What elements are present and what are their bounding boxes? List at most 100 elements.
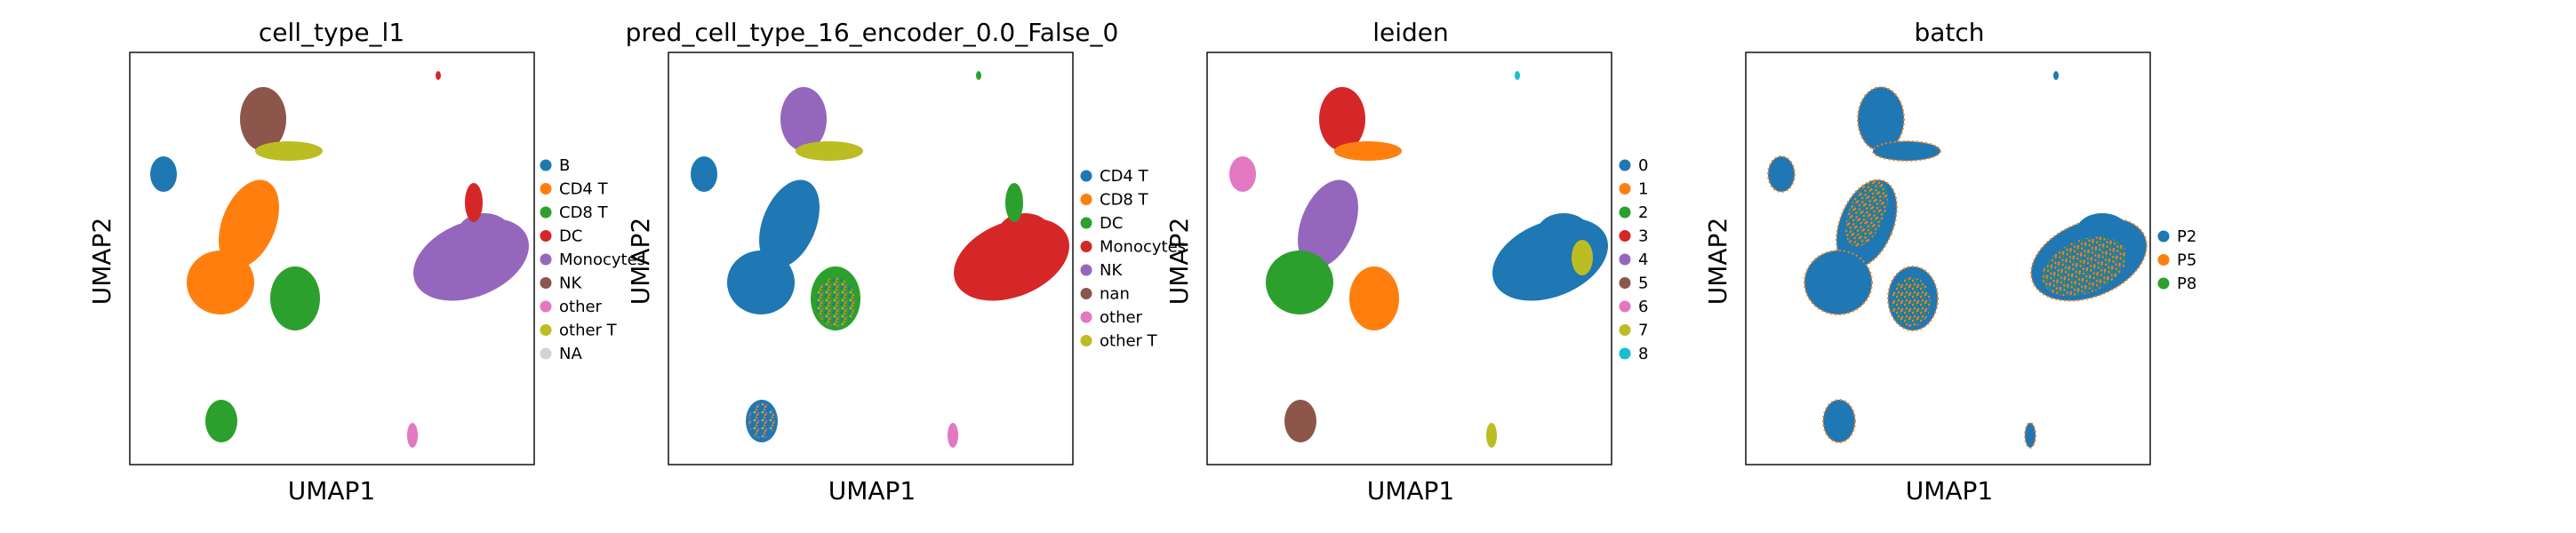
legend-label: 1 bbox=[1638, 180, 1648, 199]
panel-cell-type-l1: cell_type_l1 UMAP1 UMAP2 B CD4 T CD8 T DC Mo… bbox=[87, 18, 645, 505]
legend-label: other bbox=[559, 298, 603, 316]
legend-marker bbox=[1080, 288, 1092, 299]
legend-label: other T bbox=[1100, 332, 1158, 351]
legend-label: DC bbox=[1100, 214, 1123, 233]
panel-leiden: leiden UMAP1 UMAP2 0 1 2 3 4 5 6 7 8 bbox=[1164, 18, 1648, 505]
legend-marker bbox=[2157, 230, 2170, 243]
cluster-p2 bbox=[1872, 140, 1941, 162]
cluster-8 bbox=[1515, 71, 1520, 80]
legend-marker bbox=[1619, 230, 1631, 242]
plot-frame bbox=[1206, 52, 1612, 465]
legend-label: NK bbox=[1100, 261, 1123, 280]
legend-marker bbox=[1080, 264, 1092, 276]
legend-marker bbox=[540, 159, 552, 171]
cluster-6 bbox=[1229, 156, 1256, 192]
legend-label: other bbox=[1100, 308, 1143, 327]
legend-marker bbox=[540, 324, 552, 336]
cluster-2 bbox=[1266, 251, 1333, 314]
cluster-cd4-t bbox=[691, 156, 717, 192]
cluster-cd4-t bbox=[759, 179, 820, 268]
scatter-points bbox=[1229, 71, 1608, 448]
legend-label: CD4 T bbox=[559, 180, 609, 199]
cluster-p2 bbox=[2053, 71, 2059, 80]
panel-title: leiden bbox=[1372, 18, 1449, 47]
panel-title: pred_cell_type_16_encoder_0.0_False_0 bbox=[626, 18, 1119, 47]
cluster-dc bbox=[1005, 183, 1023, 222]
y-axis-label: UMAP2 bbox=[626, 218, 655, 306]
legend-marker bbox=[1080, 241, 1092, 252]
legend-label: 0 bbox=[1638, 156, 1648, 175]
legend-marker bbox=[1619, 347, 1631, 360]
cluster-p2 bbox=[2024, 422, 2036, 449]
legend-label: NA bbox=[559, 345, 582, 363]
cluster-cd4-t bbox=[727, 251, 795, 314]
cluster-dc bbox=[976, 71, 981, 80]
legend-label: B bbox=[559, 156, 570, 175]
legend-marker bbox=[540, 347, 552, 360]
x-axis-label: UMAP1 bbox=[1367, 476, 1455, 505]
legend-label: P2 bbox=[2177, 227, 2196, 246]
legend-label: 7 bbox=[1638, 322, 1648, 340]
y-axis-label: UMAP2 bbox=[1703, 218, 1732, 306]
cluster-nk bbox=[780, 87, 827, 151]
panel-title: batch bbox=[1914, 18, 1984, 47]
cluster-p5-p8-speckle bbox=[2042, 236, 2127, 297]
legend-label: 3 bbox=[1638, 227, 1648, 246]
x-axis-label: UMAP1 bbox=[828, 476, 916, 505]
scatter-points bbox=[691, 71, 1069, 448]
cluster-7 bbox=[1486, 423, 1497, 448]
legend-label: Monocytes bbox=[559, 251, 645, 269]
legend: P2 P5 P8 bbox=[2157, 227, 2196, 293]
cluster-4 bbox=[1298, 179, 1358, 268]
legend-marker bbox=[1080, 311, 1092, 323]
legend-label: Monocytes bbox=[1100, 238, 1186, 257]
legend-label: 2 bbox=[1638, 203, 1648, 222]
legend-marker bbox=[1080, 194, 1092, 205]
scatter-points bbox=[150, 71, 529, 448]
legend-marker bbox=[2157, 254, 2170, 266]
legend-label: P8 bbox=[2177, 274, 2196, 293]
legend-label: nan bbox=[1100, 285, 1130, 304]
legend-marker bbox=[1619, 183, 1631, 195]
cluster-1 bbox=[1334, 141, 1402, 161]
panel-pred-cell-type: pred_cell_type_16_encoder_0.0_False_0 UM… bbox=[626, 18, 1186, 505]
plot-frame bbox=[668, 52, 1074, 465]
legend-label: other T bbox=[559, 322, 618, 340]
legend-marker bbox=[1080, 217, 1092, 229]
cluster-p2 bbox=[1804, 250, 1873, 315]
cluster-dc bbox=[465, 183, 483, 222]
cluster-other bbox=[407, 423, 418, 448]
cluster-p5-p8-speckle bbox=[1892, 277, 1931, 327]
legend-marker bbox=[1080, 335, 1092, 346]
cluster-other bbox=[948, 423, 958, 448]
plot-frame bbox=[129, 52, 535, 465]
legend-marker bbox=[540, 183, 552, 195]
legend-marker bbox=[1619, 253, 1631, 266]
legend-label: CD8 T bbox=[1100, 191, 1149, 210]
cluster-nk bbox=[240, 87, 286, 151]
cluster-cd8-t bbox=[270, 266, 320, 330]
cluster-p2 bbox=[1857, 86, 1905, 152]
plot-frame bbox=[1745, 52, 2151, 465]
cluster-cd4-t bbox=[219, 179, 279, 268]
cluster-monocytes bbox=[998, 213, 1052, 252]
cluster-p2 bbox=[1767, 155, 1796, 193]
cluster-b bbox=[150, 156, 177, 192]
legend: CD4 T CD8 T DC Monocytes NK nan other other T bbox=[1080, 167, 1186, 351]
legend-label: 4 bbox=[1638, 251, 1648, 269]
cluster-3 bbox=[1319, 87, 1365, 151]
cluster-cd8-t bbox=[205, 400, 237, 442]
cluster-p5-p8-speckle bbox=[1845, 179, 1888, 247]
cluster-p2 bbox=[1822, 399, 1856, 443]
cluster-dc bbox=[436, 71, 441, 80]
legend-label: NK bbox=[559, 274, 582, 293]
legend-marker bbox=[1619, 324, 1631, 336]
x-axis-label: UMAP1 bbox=[1906, 476, 1994, 505]
legend-label: CD8 T bbox=[559, 203, 609, 222]
cluster-5 bbox=[1284, 400, 1316, 442]
cluster-other-t bbox=[255, 141, 323, 161]
y-axis-label: UMAP2 bbox=[87, 218, 116, 306]
legend-label: 5 bbox=[1638, 274, 1648, 293]
cluster-7 bbox=[1572, 240, 1593, 275]
panel-title: cell_type_l1 bbox=[259, 18, 404, 47]
